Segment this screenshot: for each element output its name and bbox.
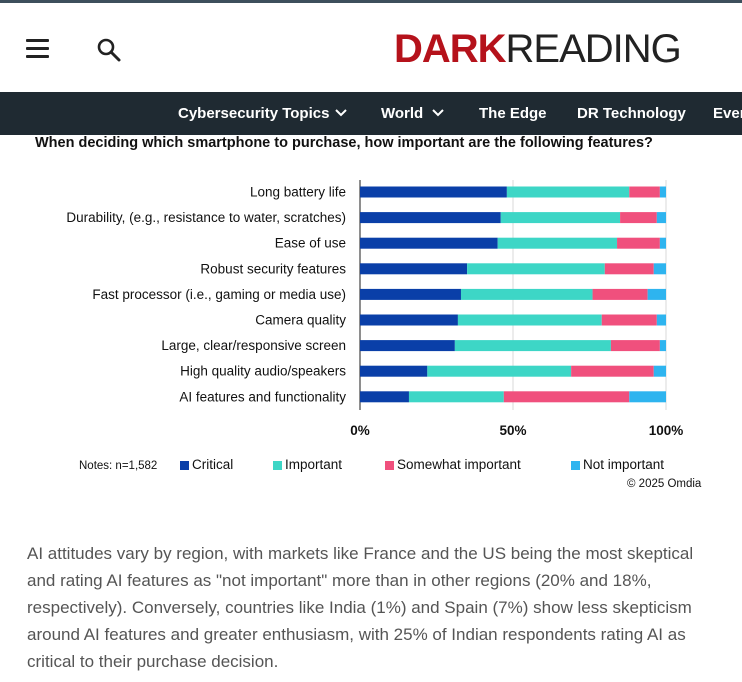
bar-segment	[360, 288, 461, 300]
nav-item-the-edge[interactable]: The Edge	[479, 92, 547, 135]
bar-segment	[629, 186, 660, 198]
legend-swatch	[571, 461, 580, 470]
category-label: Durability, (e.g., resistance to water, …	[66, 210, 346, 225]
top-accent-line	[0, 0, 742, 3]
chart-source: © 2025 Omdia	[627, 478, 702, 490]
bar-segment	[360, 340, 455, 352]
bar-segment	[620, 212, 657, 224]
legend-label: Somewhat important	[397, 457, 521, 472]
bar-segment	[656, 212, 666, 224]
bar-segment	[659, 237, 666, 249]
bar-segment	[506, 186, 630, 198]
bar-segment	[503, 391, 630, 403]
chart-notes: Notes: n=1,582	[79, 460, 157, 472]
site-logo[interactable]: DARKREADING	[394, 27, 682, 71]
chevron-down-icon	[432, 109, 444, 117]
chevron-down-icon	[335, 109, 347, 117]
nav-item-label: Even	[713, 105, 742, 122]
bar-segment	[659, 186, 666, 198]
bar-segment	[457, 314, 602, 326]
legend-label: Not important	[583, 457, 664, 472]
bar-segment	[610, 340, 660, 352]
category-label: Robust security features	[200, 261, 346, 276]
main-nav: Cybersecurity Topics World The Edge DR T…	[0, 92, 742, 135]
hamburger-menu-icon[interactable]	[26, 39, 50, 59]
search-icon[interactable]	[95, 36, 123, 64]
logo-reading-text: READING	[505, 27, 682, 71]
nav-item-label: DR Technology	[577, 105, 686, 122]
bar-segment	[604, 263, 654, 275]
bar-segment	[629, 391, 666, 403]
bar-segment	[360, 186, 507, 198]
bar-segment	[427, 365, 572, 377]
nav-item-label: World	[381, 105, 424, 122]
bar-segment	[653, 365, 666, 377]
legend-label: Critical	[192, 457, 233, 472]
nav-item-events[interactable]: Even	[713, 92, 742, 135]
nav-item-dr-technology[interactable]: DR Technology	[577, 92, 686, 135]
site-header: DARKREADING	[0, 3, 742, 92]
bar-segment	[653, 263, 666, 275]
category-label: Fast processor (i.e., gaming or media us…	[92, 287, 346, 302]
category-label: Long battery life	[250, 185, 346, 200]
bar-segment	[659, 340, 666, 352]
x-tick-label: 0%	[350, 423, 370, 438]
x-tick-label: 50%	[499, 423, 526, 438]
nav-item-label: Cybersecurity Topics	[178, 105, 330, 122]
legend-swatch	[273, 461, 282, 470]
nav-item-cybersecurity-topics[interactable]: Cybersecurity Topics	[178, 92, 347, 135]
bar-segment	[571, 365, 654, 377]
bar-segment	[592, 288, 648, 300]
category-label: Large, clear/responsive screen	[161, 338, 346, 353]
bar-segment	[360, 314, 458, 326]
bar-segment	[497, 237, 618, 249]
bar-segment	[408, 391, 504, 403]
category-label: Camera quality	[255, 313, 346, 328]
bar-segment	[360, 212, 501, 224]
nav-item-world[interactable]: World	[381, 92, 444, 135]
legend-swatch	[180, 461, 189, 470]
bar-segment	[647, 288, 666, 300]
bar-segment	[360, 263, 468, 275]
bar-segment	[360, 391, 409, 403]
category-label: Ease of use	[275, 236, 346, 251]
bar-segment	[454, 340, 611, 352]
x-tick-label: 100%	[649, 423, 684, 438]
bar-segment	[617, 237, 660, 249]
chart-title: When deciding which smartphone to purcha…	[35, 135, 653, 151]
logo-dark-text: DARK	[394, 27, 507, 71]
bar-segment	[601, 314, 657, 326]
bar-segment	[467, 263, 605, 275]
category-label: High quality audio/speakers	[180, 364, 346, 379]
category-label: AI features and functionality	[179, 389, 346, 404]
bar-segment	[460, 288, 593, 300]
article-paragraph: AI attitudes vary by region, with market…	[27, 544, 694, 671]
legend-swatch	[385, 461, 394, 470]
stacked-bar-chart: Long battery life Durability, (e.g., resi…	[66, 180, 684, 472]
bar-segment	[656, 314, 666, 326]
nav-item-label: The Edge	[479, 105, 547, 122]
bar-segment	[360, 237, 498, 249]
bar-segment	[500, 212, 621, 224]
bar-segment	[360, 365, 428, 377]
legend-label: Important	[285, 457, 342, 472]
